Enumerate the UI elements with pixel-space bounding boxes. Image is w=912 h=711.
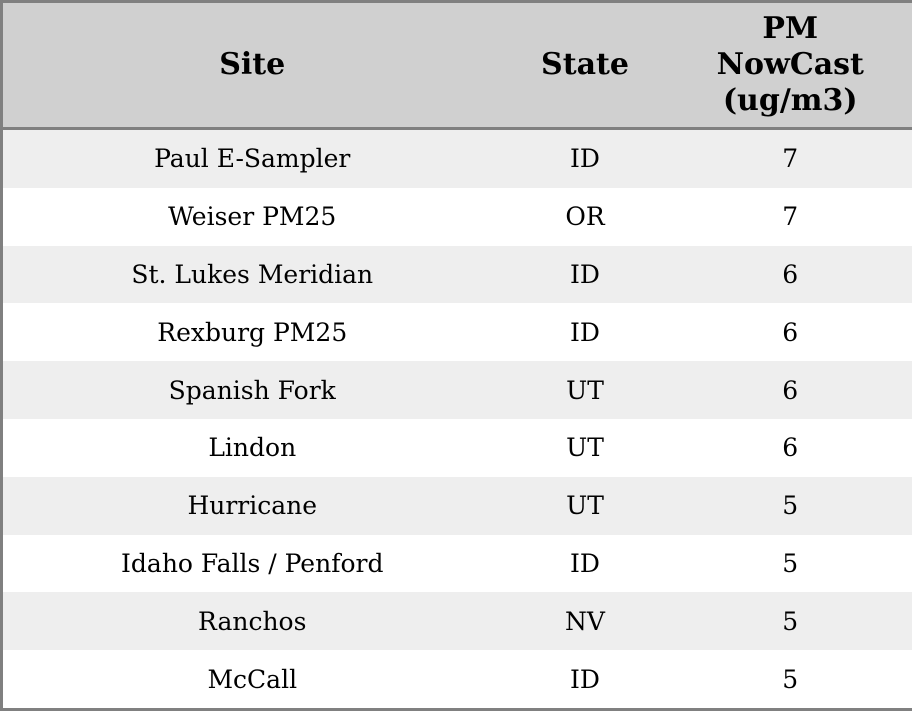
table-row: Spanish Fork UT 6 (1, 361, 912, 419)
value-cell: 6 (782, 317, 799, 347)
site-cell: Ranchos (198, 606, 307, 636)
state-cell: ID (570, 548, 600, 578)
table-row: Hurricane UT 5 (1, 476, 912, 535)
site-cell: Rexburg PM25 (157, 317, 348, 347)
state-cell: OR (565, 202, 605, 232)
value-cell: 7 (782, 202, 799, 232)
table-row: Weiser PM25 OR 7 (1, 187, 912, 246)
table-row: Lindon UT 6 (1, 418, 912, 477)
site-cell: McCall (207, 664, 298, 694)
col-header-state-label: State (541, 47, 629, 82)
value-cell: 5 (782, 548, 799, 578)
table-row: Ranchos NV 5 (1, 592, 912, 651)
state-cell: NV (565, 606, 605, 636)
site-cell: Weiser PM25 (168, 202, 337, 232)
value-cell: 5 (782, 491, 799, 521)
state-cell: ID (570, 317, 600, 347)
col-header-site-label: Site (219, 47, 286, 82)
col-header-pm-nowcast-label: PM NowCast (ug/m3) (716, 11, 864, 118)
value-cell: 6 (782, 433, 799, 463)
value-cell: 5 (782, 606, 799, 636)
site-cell: St. Lukes Meridian (131, 259, 374, 289)
site-cell: Paul E-Sampler (154, 144, 351, 174)
col-header-site: Site (1, 1, 502, 130)
state-cell: UT (566, 375, 604, 405)
site-cell: Lindon (208, 433, 297, 463)
table-row: Paul E-Sampler ID 7 (1, 128, 912, 188)
state-cell: ID (570, 259, 600, 289)
value-cell: 7 (782, 144, 799, 174)
state-cell: ID (570, 144, 600, 174)
col-header-pm-nowcast: PM NowCast (ug/m3) (668, 1, 912, 130)
state-cell: UT (566, 491, 604, 521)
state-cell: UT (566, 433, 604, 463)
table-row: St. Lukes Meridian ID 6 (1, 245, 912, 304)
site-cell: Spanish Fork (168, 375, 336, 405)
col-header-state: State (501, 1, 669, 130)
value-cell: 6 (782, 259, 799, 289)
table-row: Rexburg PM25 ID 6 (1, 303, 912, 362)
state-cell: ID (570, 664, 600, 694)
table-row: Idaho Falls / Penford ID 5 (1, 534, 912, 593)
value-cell: 6 (782, 375, 799, 405)
table-row: McCall ID 5 (1, 650, 912, 710)
header-row: Site State PM NowCast (ug/m3) (1, 1, 912, 130)
site-cell: Idaho Falls / Penford (121, 548, 384, 578)
value-cell: 5 (782, 664, 799, 694)
site-cell: Hurricane (187, 491, 318, 521)
